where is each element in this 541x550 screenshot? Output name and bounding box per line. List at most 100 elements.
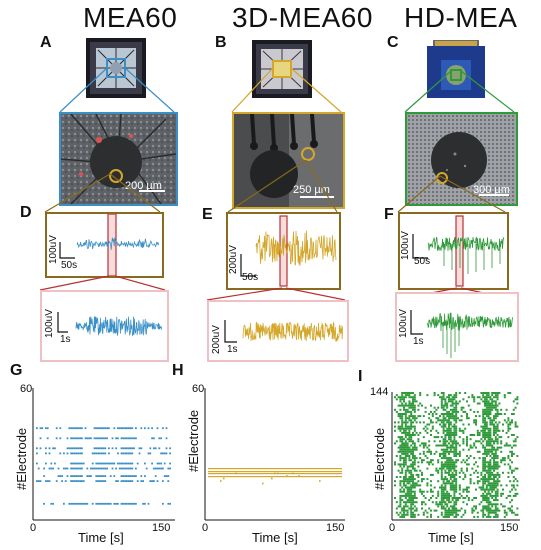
spike-dot	[489, 488, 492, 491]
spike-dot	[406, 499, 409, 502]
spike-dot	[413, 501, 416, 504]
spike-dot	[404, 404, 407, 407]
spike-dot	[439, 440, 441, 443]
spike-dot	[453, 461, 456, 464]
spike-dot	[111, 467, 114, 470]
spike-dot	[503, 394, 506, 397]
spike-dot	[410, 494, 413, 497]
spike-dot	[498, 402, 501, 405]
spike-dot	[433, 509, 436, 512]
spike-dot	[493, 425, 495, 428]
spike-dot	[131, 437, 134, 440]
spike-dot	[493, 469, 495, 472]
spike-dot	[462, 497, 465, 499]
spike-dot	[437, 494, 440, 497]
spike-dot	[66, 467, 69, 470]
spike-dot	[93, 452, 96, 455]
spike-dot	[426, 446, 429, 449]
spike-dot	[408, 501, 411, 504]
spike-dot	[493, 442, 495, 445]
spike-dot	[509, 465, 512, 468]
spike-dot	[453, 440, 456, 443]
spike-dot	[129, 437, 132, 440]
spike-dot	[404, 459, 407, 462]
spike-dot	[484, 494, 486, 497]
spike-dot	[460, 429, 463, 432]
spike-dot	[404, 484, 407, 487]
spike-dot	[426, 450, 429, 453]
spike-dot	[500, 440, 503, 443]
spike-dot	[493, 427, 495, 430]
spike-dot	[428, 450, 431, 453]
spike-dot	[482, 463, 485, 466]
spike-dot	[462, 438, 465, 441]
spike-dot	[412, 513, 414, 516]
spike-dot	[455, 392, 458, 394]
spike-dot	[404, 452, 407, 455]
spike-dot	[403, 461, 405, 464]
spike-dot	[489, 404, 492, 407]
spike-dot	[399, 408, 402, 411]
spike-dot	[135, 437, 137, 440]
spike-dot	[55, 437, 58, 440]
spike-dot	[451, 459, 454, 462]
spike-dot	[397, 513, 400, 516]
spike-dot	[156, 462, 159, 465]
spike-dot	[458, 429, 461, 432]
spike-dot	[453, 476, 456, 478]
spike-dot	[449, 415, 452, 418]
spike-dot	[431, 501, 434, 504]
spike-dot	[516, 398, 519, 401]
spike-dot	[45, 462, 47, 465]
spike-dot	[75, 480, 78, 482]
spike-dot	[446, 509, 449, 512]
spike-dot	[507, 471, 510, 474]
spike-dot	[471, 396, 474, 399]
spike-dot	[493, 465, 495, 468]
spike-dot	[484, 507, 486, 510]
spike-dot	[478, 486, 481, 489]
spike-dot	[169, 447, 171, 450]
spike-dot	[440, 490, 443, 493]
spike-dot	[72, 502, 74, 505]
spike-dot	[412, 515, 414, 518]
spike-dot	[75, 452, 78, 455]
spike-dot	[117, 462, 119, 465]
spike-dot	[404, 505, 407, 508]
spike-dot	[408, 471, 411, 474]
spike-dot	[457, 402, 459, 405]
spike-dot	[442, 419, 445, 422]
spike-dot	[444, 455, 447, 457]
spike-dot	[424, 455, 427, 457]
spike-dot	[399, 484, 402, 487]
spike-dot	[448, 492, 450, 495]
spike-dot	[412, 398, 414, 401]
spike-dot	[453, 408, 456, 411]
spike-dot	[404, 446, 407, 449]
spike-dot	[424, 442, 427, 445]
spike-dot	[126, 437, 128, 440]
spike-dot	[509, 444, 512, 447]
spike-dot	[494, 511, 497, 514]
spike-dot	[473, 497, 476, 499]
spike-dot	[421, 473, 423, 476]
spike-dot	[451, 396, 454, 399]
spike-dot	[413, 419, 416, 422]
spike-dot	[422, 501, 425, 504]
spike-dot	[404, 497, 407, 499]
spike-dot	[442, 465, 445, 468]
spike-dot	[475, 423, 477, 426]
spike-dot	[455, 434, 458, 436]
spike-dot	[491, 486, 494, 489]
spike-dot	[482, 427, 485, 430]
spike-dot	[84, 437, 87, 440]
spike-dot	[514, 398, 517, 401]
spike-dot	[43, 475, 45, 477]
spike-dot	[496, 482, 499, 485]
spike-dot	[81, 452, 83, 455]
spike-dot	[494, 431, 497, 434]
spike-dot	[97, 437, 99, 440]
spike-dot	[410, 415, 413, 418]
spike-dot	[485, 404, 488, 407]
spike-dot	[460, 494, 463, 497]
